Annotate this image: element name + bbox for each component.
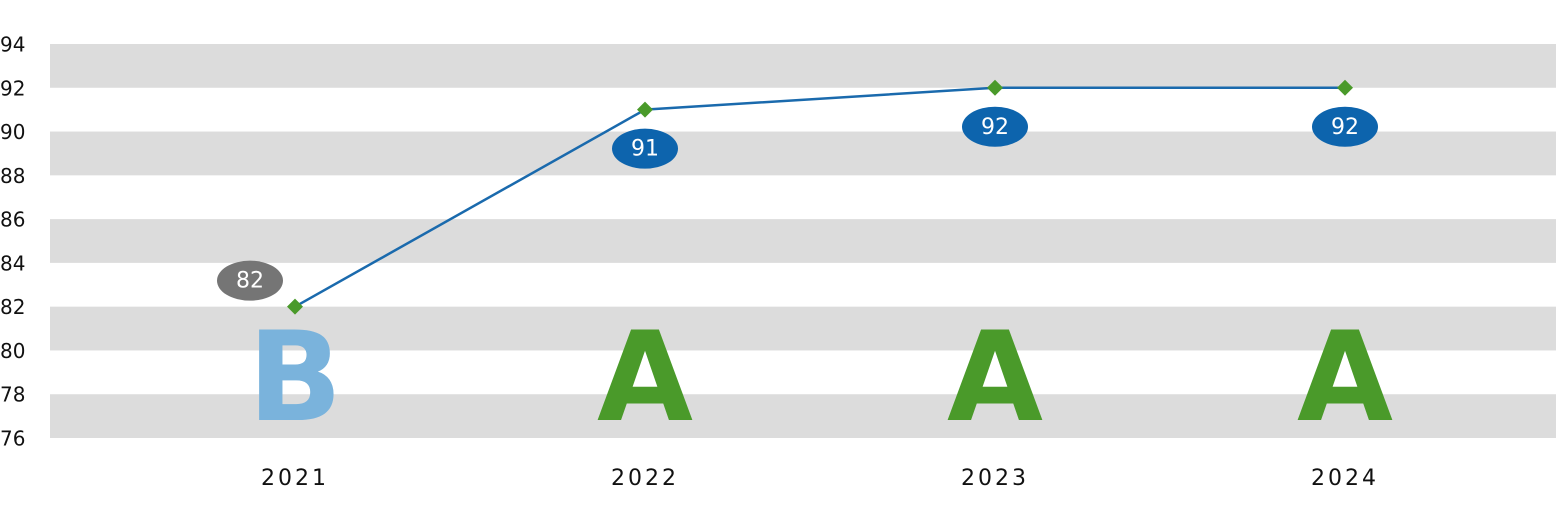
marker xyxy=(1337,79,1353,96)
grade: A xyxy=(947,306,1043,450)
y-tick-label: 90 xyxy=(0,120,25,144)
x-tick-label: 2023 xyxy=(961,466,1029,491)
data-label-bubble xyxy=(1312,106,1378,147)
data-label: 91 xyxy=(631,137,659,162)
grid-band xyxy=(50,394,1556,438)
grade: B xyxy=(248,306,343,450)
grid-band xyxy=(50,44,1556,88)
grid-band xyxy=(50,131,1556,176)
x-tick-label: 2022 xyxy=(611,466,679,491)
y-tick-label: 92 xyxy=(0,76,25,100)
y-tick-label: 88 xyxy=(0,164,25,188)
y-tick-label: 80 xyxy=(0,339,25,363)
grade: A xyxy=(1297,306,1393,450)
marker xyxy=(987,79,1003,96)
y-tick-label: 78 xyxy=(0,383,25,407)
grade: A xyxy=(597,306,693,450)
y-tick-label: 94 xyxy=(0,33,25,57)
y-tick-label: 86 xyxy=(0,208,25,232)
marker xyxy=(287,298,303,315)
data-label: 92 xyxy=(981,115,1009,140)
data-label-bubble xyxy=(612,128,678,169)
series-line xyxy=(294,86,1345,308)
y-tick-label: 76 xyxy=(0,427,25,451)
x-tick-label: 2021 xyxy=(261,466,329,491)
data-label: 92 xyxy=(1331,115,1359,140)
grid-band xyxy=(50,306,1556,351)
y-tick-label: 82 xyxy=(0,295,25,319)
data-label: 82 xyxy=(236,269,264,294)
y-tick-label: 84 xyxy=(0,251,25,275)
marker xyxy=(637,101,653,118)
data-label-bubble xyxy=(217,260,283,301)
x-tick-label: 2024 xyxy=(1311,466,1379,491)
grid-band xyxy=(50,219,1556,263)
data-label-bubble xyxy=(962,106,1028,147)
